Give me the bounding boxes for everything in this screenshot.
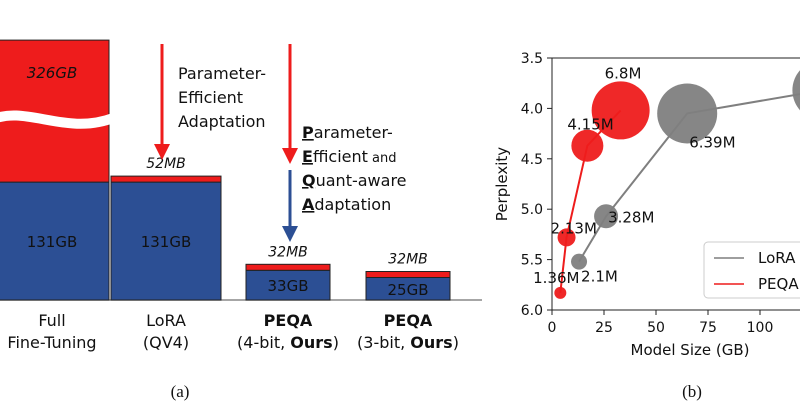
point-lora-1	[594, 204, 619, 229]
arrow-red-to-blue	[282, 44, 298, 242]
arrow1-line3: Adaptation	[178, 112, 266, 131]
bar-base-label-0: 131GB	[27, 233, 78, 251]
panel-b-caption: (b)	[682, 382, 702, 401]
bar-top-label-2: 32MB	[268, 244, 308, 260]
category-label-3: PEQA	[384, 311, 433, 330]
y-tick-label-0: 3.5	[521, 51, 543, 67]
bar-top-label-0: 326GB	[27, 64, 78, 82]
panel-b-scatter-chart: 0 25 50 75 100 3.5 4.0 4.5 5.0 5.5 6.0 2.1M 3.28M 6.…	[493, 51, 800, 401]
y-axis-label: Perplexity	[493, 147, 511, 221]
bar-top-label-1: 52MB	[146, 156, 186, 172]
point-label-peqa-0: 1.36M	[533, 269, 579, 287]
series-lora	[571, 70, 800, 270]
x-tick-label-0: 0	[548, 320, 557, 336]
arrow1-line2: Efficient	[178, 88, 243, 107]
panel-a-bar-chart: 131GB 326GB 131GB 52MB 33GB 32MB 25GB 32MB Para…	[0, 39, 482, 401]
y-tick-label-5: 6.0	[521, 303, 543, 319]
bar-base-label-1: 131GB	[141, 233, 192, 251]
arrow1-line1: Parameter-	[178, 64, 266, 83]
plot-frame	[551, 57, 800, 311]
x-tick-label-4: 100	[747, 320, 774, 336]
arrow-parameter-efficient	[154, 44, 170, 160]
point-lora-0	[571, 253, 588, 270]
point-lora-3	[792, 70, 800, 111]
x-tick-label-2: 50	[647, 320, 665, 336]
point-peqa-1	[557, 228, 576, 247]
arrow2-text: Parameter- Efficient and Quant-aware Ada…	[302, 123, 412, 214]
panel-a-caption: (a)	[171, 382, 190, 401]
category-sublabel-2: (4-bit, Ours)	[237, 333, 339, 352]
point-label-lora-1: 3.28M	[608, 208, 654, 226]
category-label-2: PEQA	[264, 311, 313, 330]
y-tick-label-1: 4.0	[521, 101, 543, 117]
point-label-peqa-2: 4.15M	[567, 116, 613, 134]
y-tick-label-2: 4.5	[521, 152, 543, 168]
bar-top-2	[245, 263, 331, 271]
arrow1-text: Parameter- Efficient Adaptation	[178, 64, 271, 131]
category-label-1: LoRA	[146, 311, 186, 330]
category-sublabel-3: (3-bit, Ours)	[357, 333, 459, 352]
x-axis-label: Model Size (GB)	[631, 341, 750, 359]
series-peqa	[554, 81, 650, 299]
x-tick-label-3: 75	[699, 320, 717, 336]
bar-top-1	[110, 175, 222, 183]
legend-label-lora: LoRA	[758, 249, 796, 267]
line-lora	[578, 93, 800, 263]
point-peqa-2	[571, 129, 604, 162]
y-tick-label-4: 5.5	[521, 253, 543, 269]
point-peqa-3	[591, 81, 650, 140]
x-tick-label-1: 25	[595, 320, 613, 336]
bar-base-label-3: 25GB	[387, 281, 428, 299]
legend: LoRA PEQA	[703, 241, 800, 299]
category-sublabel-0: Fine-Tuning	[7, 333, 96, 352]
bar-top-3	[365, 271, 451, 278]
point-label-lora-0: 2.1M	[581, 268, 618, 286]
category-sublabel-1: (QV4)	[143, 333, 189, 352]
legend-label-peqa: PEQA	[758, 275, 799, 293]
point-label-peqa-1: 2.13M	[551, 219, 597, 237]
point-lora-2	[657, 83, 718, 144]
bar-top-label-3: 32MB	[388, 252, 428, 268]
point-label-peqa-3: 6.8M	[605, 64, 642, 82]
point-label-lora-2: 6.39M	[689, 133, 735, 151]
category-label-0: Full	[38, 311, 65, 330]
bar-base-label-2: 33GB	[267, 277, 308, 295]
y-tick-label-3: 5.0	[521, 202, 543, 218]
point-peqa-0	[554, 286, 567, 299]
axis-break-mark	[0, 110, 115, 129]
